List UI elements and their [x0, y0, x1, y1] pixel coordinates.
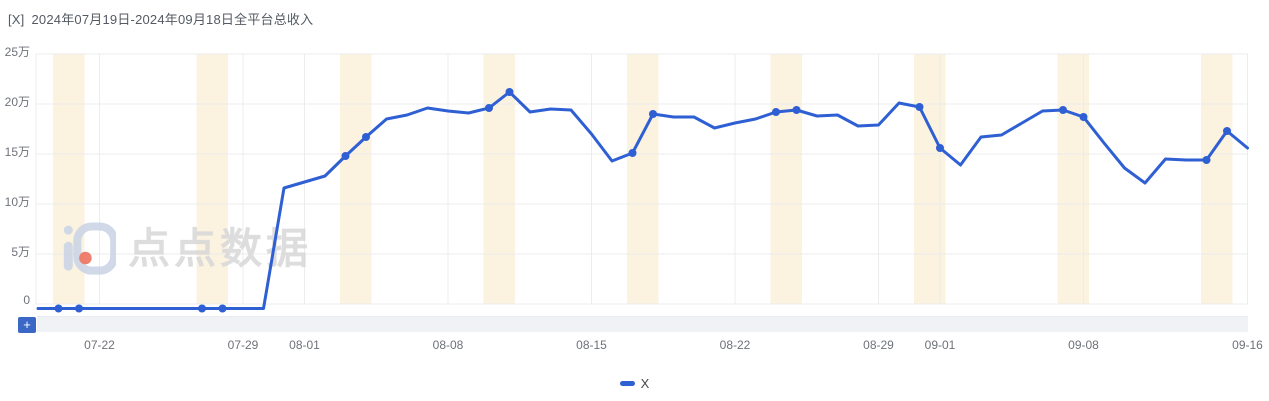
weekend-point-dot — [915, 103, 924, 111]
weekend-point-dot — [1079, 113, 1088, 121]
x-axis-label: 08-15 — [576, 338, 607, 352]
weekend-band — [770, 54, 802, 304]
weekend-point-dot — [1223, 127, 1231, 135]
weekend-point-dot — [936, 144, 944, 152]
x-axis-label: 09-16 — [1232, 338, 1263, 352]
weekend-point-dot — [75, 304, 83, 313]
weekend-point-dot — [218, 304, 227, 313]
weekend-band — [340, 54, 372, 304]
legend-label: X — [640, 376, 650, 391]
weekend-band — [1201, 54, 1233, 304]
legend-line-marker — [619, 381, 635, 386]
weekend-band — [196, 54, 228, 304]
x-axis-label: 07-29 — [227, 338, 259, 352]
weekend-point-dot — [198, 304, 206, 313]
legend-item-x[interactable]: X — [619, 376, 650, 391]
weekend-point-dot — [362, 133, 370, 141]
weekend-point-dot — [649, 110, 657, 118]
legend: X — [0, 376, 1269, 391]
y-axis-label: 0 — [23, 293, 30, 307]
x-axis-label: 08-08 — [432, 338, 464, 352]
weekend-point-dot — [1202, 156, 1211, 164]
weekend-point-dot — [341, 152, 350, 160]
weekend-point-dot — [628, 149, 637, 157]
weekend-point-dot — [772, 108, 780, 116]
chart-title-text: 2024年07月19日-2024年09月18日全平台总收入 — [31, 12, 314, 27]
y-axis-label: 5万 — [11, 245, 30, 259]
chart-title: [X] 2024年07月19日-2024年09月18日全平台总收入 — [8, 9, 313, 28]
y-axis-label: 10万 — [4, 195, 30, 209]
x-axis-label: 07-22 — [84, 338, 115, 352]
datazoom-slider[interactable] — [37, 316, 1248, 332]
x-axis-label: 08-29 — [863, 338, 894, 352]
x-axis-label: 09-08 — [1068, 338, 1099, 352]
weekend-point-dot — [54, 304, 63, 313]
y-axis-label: 15万 — [4, 145, 30, 159]
x-axis-label: 08-01 — [289, 338, 320, 352]
weekend-band — [627, 54, 659, 304]
y-axis-label: 20万 — [4, 95, 30, 109]
add-button[interactable]: + — [18, 317, 36, 333]
weekend-point-dot — [1059, 106, 1067, 114]
y-axis-label: 25万 — [4, 45, 30, 59]
x-axis-label: 09-01 — [924, 338, 956, 352]
app-tag: [X] — [8, 12, 25, 27]
weekend-point-dot — [792, 106, 801, 114]
weekend-point-dot — [505, 88, 514, 96]
series-line-x — [36, 90, 1249, 310]
x-axis-label: 08-22 — [719, 338, 751, 352]
weekend-point-dot — [485, 104, 493, 112]
